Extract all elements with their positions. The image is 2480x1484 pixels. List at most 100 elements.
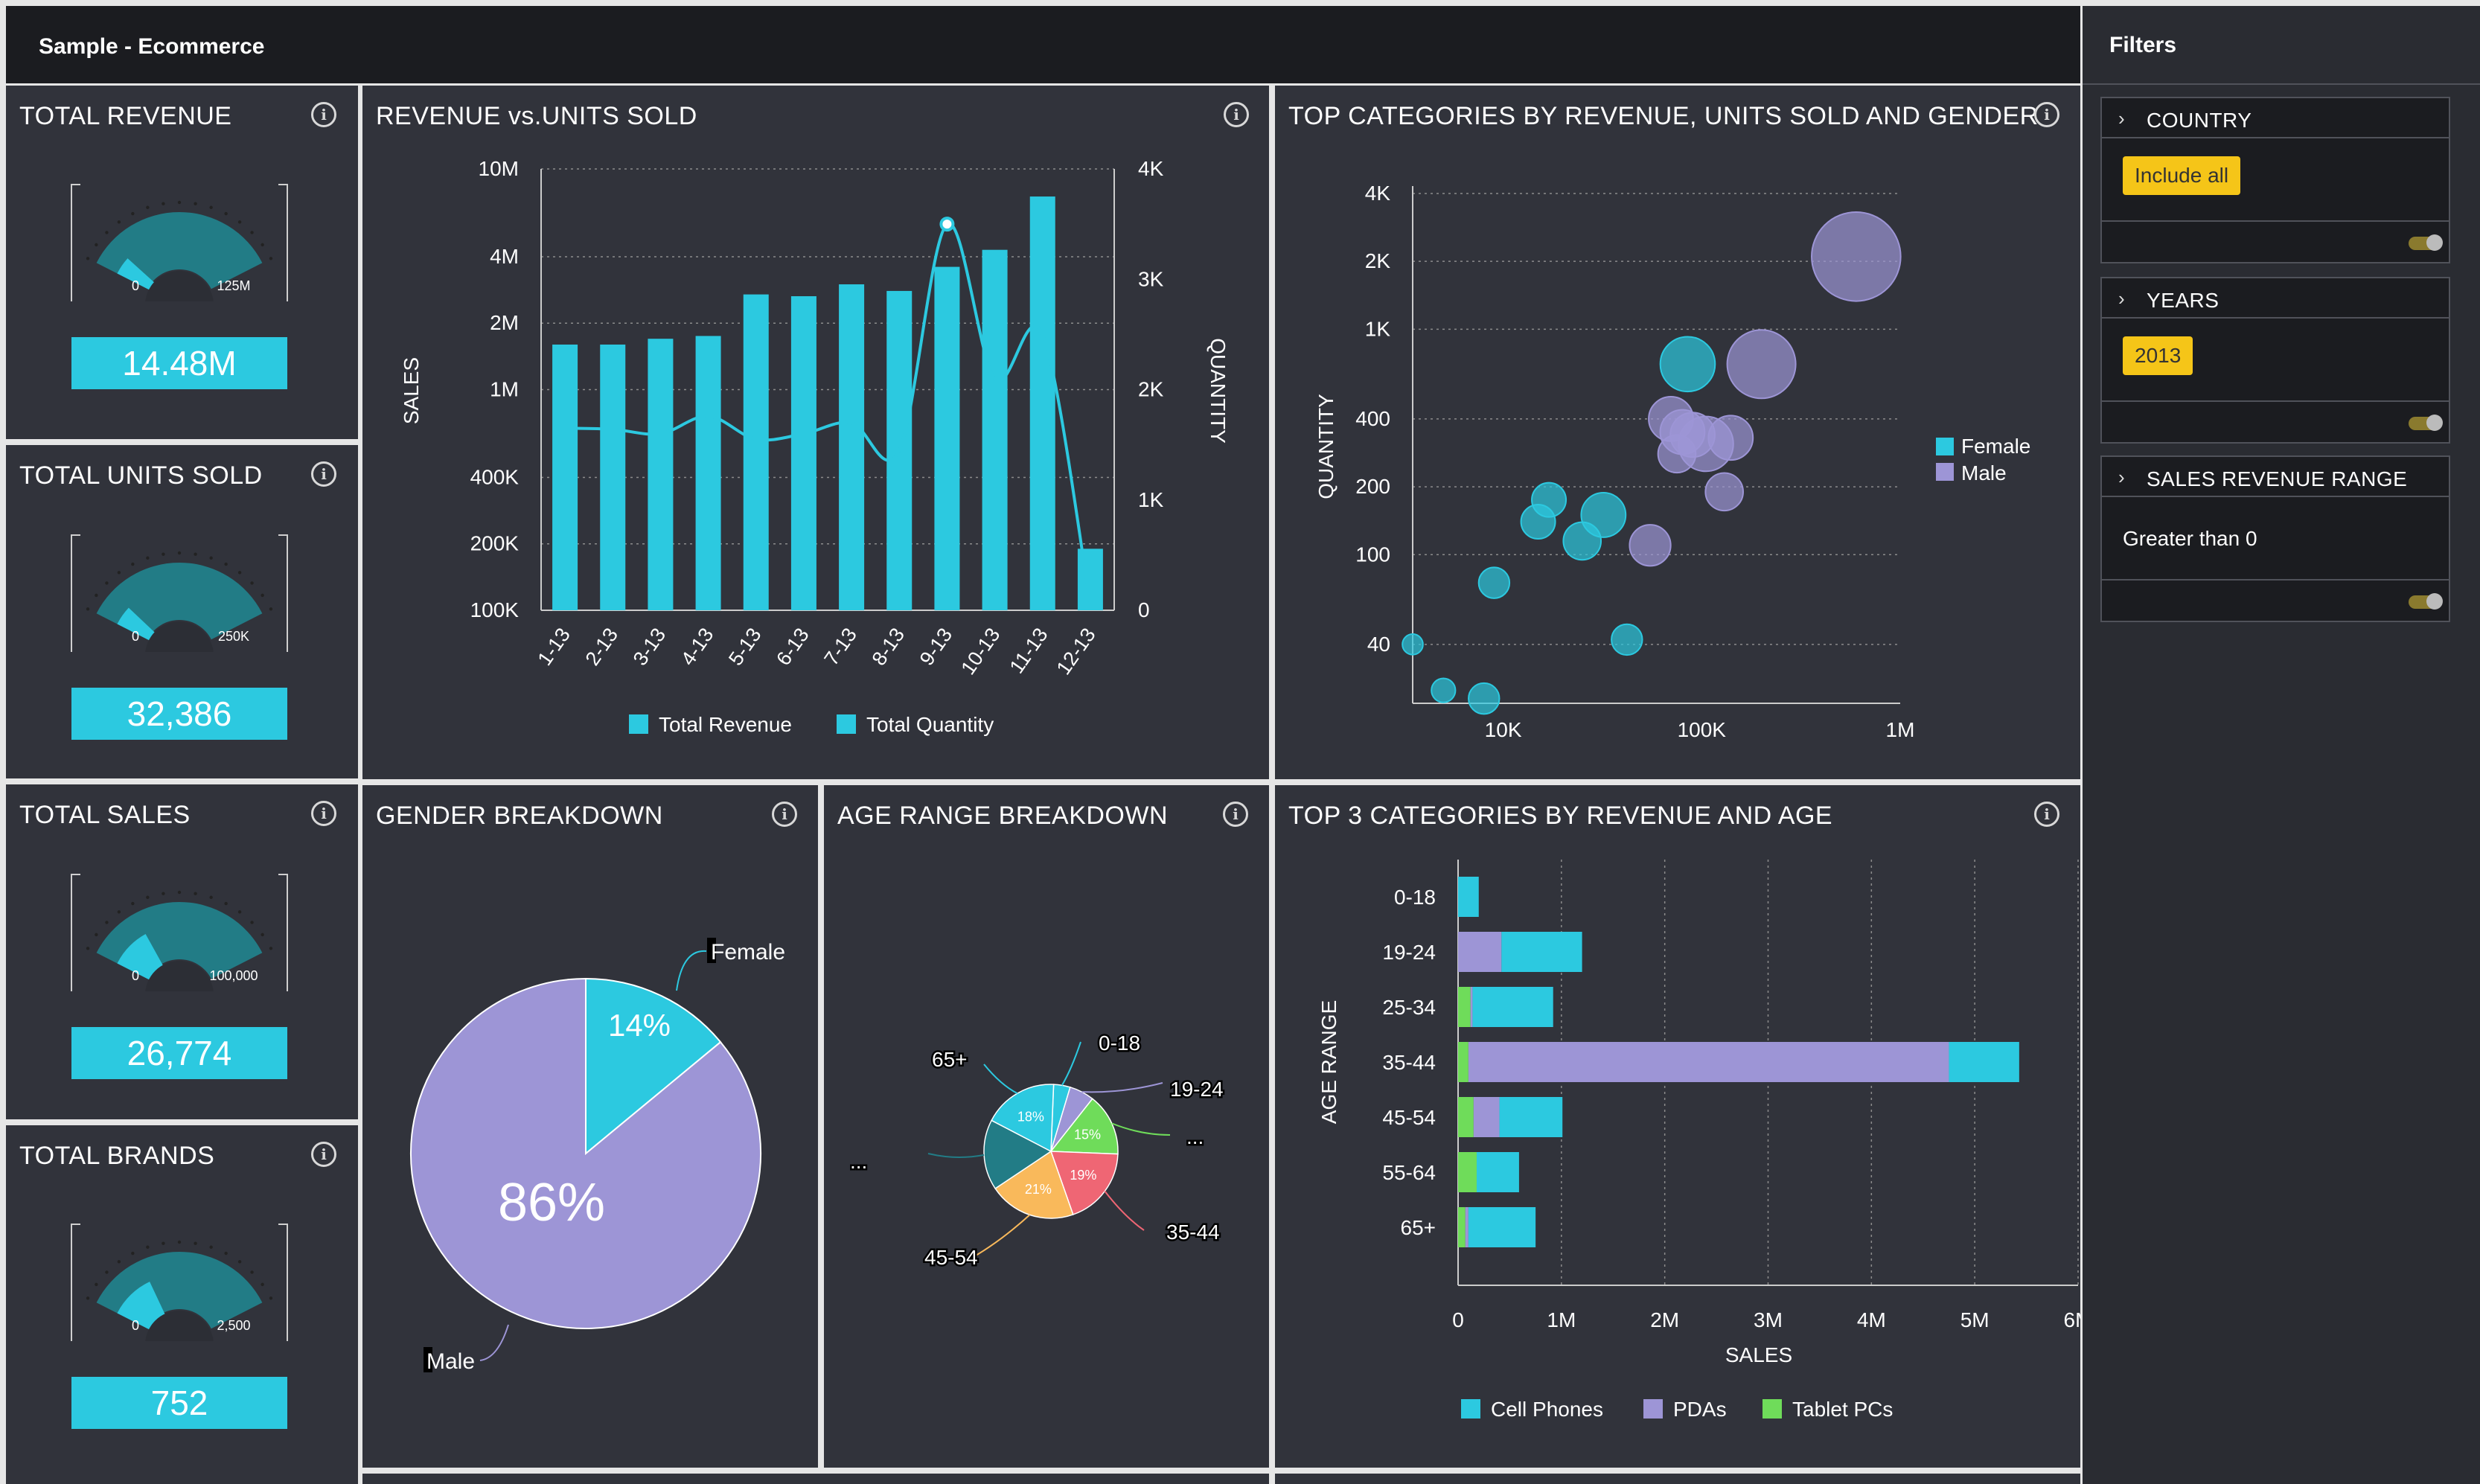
slice-name-label: 19-24	[1170, 1078, 1224, 1101]
age-pie-chart: 15% 19% 21% 18% 0-18 19-24... 35-44 45-54... 65+	[848, 1030, 1226, 1271]
gauge-hub	[145, 621, 214, 652]
gauge-max-label: 125M	[217, 278, 250, 293]
info-icon[interactable]: i	[311, 1142, 336, 1167]
bubble-female	[1580, 492, 1627, 538]
info-icon[interactable]: i	[772, 802, 797, 827]
bar-segment	[1468, 1042, 1949, 1082]
gauge-tick	[95, 243, 98, 247]
divider	[2083, 83, 2480, 85]
info-icon[interactable]: i	[1224, 102, 1249, 127]
y-tick-label: 200	[1355, 475, 1390, 498]
gauge-hub	[145, 1311, 214, 1341]
filter-toggle[interactable]	[2409, 593, 2443, 610]
kpi-total-sales: TOTAL SALES i 0 100,000 26,774	[6, 784, 358, 1119]
gauge-frame	[71, 1224, 288, 1237]
gauge-tick	[269, 257, 273, 260]
x-tick-label: 2M	[1650, 1308, 1679, 1331]
gauge-tick	[177, 200, 182, 205]
filters-sidebar: Filters › COUNTRY Include all › YEARS 20…	[2083, 6, 2480, 1484]
bar-segment	[1465, 1207, 1468, 1247]
gauge-max-label: 250K	[218, 629, 249, 644]
bottom-panel-left	[362, 1474, 1269, 1484]
gauge-tick	[209, 1245, 213, 1249]
info-icon[interactable]: i	[311, 102, 336, 127]
gauge-tick	[177, 890, 182, 895]
y-tick-label: 2K	[1365, 249, 1391, 272]
bubble-female	[1468, 682, 1501, 715]
chevron-right-icon: ›	[2118, 466, 2125, 488]
y-tick-label: 1K	[1365, 317, 1391, 340]
slice-label-male-percent: 86%	[498, 1173, 605, 1232]
gauge-tick	[117, 910, 121, 914]
gauge-tick	[250, 231, 254, 234]
filter-toggle[interactable]	[2409, 234, 2443, 251]
filter-label: YEARS	[2147, 289, 2219, 312]
age-range-panel: AGE RANGE BREAKDOWN i 15% 19% 21% 18% 0-18 19…	[824, 785, 1269, 1468]
info-icon[interactable]: i	[2034, 102, 2059, 127]
y-tick-label: 25-34	[1382, 996, 1436, 1019]
legend-swatch-quantity	[837, 714, 856, 734]
age-pie-slice	[991, 1084, 1055, 1153]
x-tick-label: 6-13	[772, 624, 814, 669]
info-icon[interactable]: i	[311, 461, 336, 487]
leader-line	[965, 1214, 1031, 1262]
y-tick-label: 35-44	[1382, 1051, 1436, 1074]
revenue-bar	[552, 344, 578, 610]
kpi-value: 14.48M	[71, 337, 287, 389]
stacked-bar-chart: 0 1M 2M 3M 4M 5M 6M 0-18 19-24 25-34 35-44 45-54 55-…	[1317, 860, 2080, 1421]
filter-chip[interactable]: 2013	[2123, 336, 2193, 375]
filter-body: Greater than 0	[2100, 497, 2450, 579]
filter-chip[interactable]: Include all	[2123, 156, 2241, 195]
filter-header[interactable]: › SALES REVENUE RANGE	[2100, 455, 2450, 497]
legend-swatch	[1643, 1399, 1663, 1419]
gauge-tick	[177, 551, 182, 555]
gauge-tick	[146, 1245, 150, 1249]
slice-percent-label: 15%	[1074, 1127, 1101, 1142]
legend-label-quantity: Total Quantity	[866, 713, 994, 736]
filter-header[interactable]: › YEARS	[2100, 277, 2450, 319]
x-tick-label: 5-13	[724, 624, 766, 669]
pie-slice-female	[585, 977, 722, 1156]
info-icon[interactable]: i	[2034, 802, 2059, 827]
filter-label: COUNTRY	[2147, 109, 2252, 132]
gauge-chart: 0 125M	[71, 184, 288, 301]
gauge-tick	[162, 1241, 165, 1245]
gauge-tick	[86, 1296, 90, 1300]
gauge-tick	[209, 895, 213, 899]
gauge-tick	[117, 571, 121, 575]
filter-header[interactable]: › COUNTRY	[2100, 97, 2450, 138]
filter-toggle[interactable]	[2409, 415, 2443, 431]
x-tick-label: 7-13	[819, 624, 861, 669]
kpi-total-units-sold: TOTAL UNITS SOLD i 0 250K 32,386	[6, 445, 358, 778]
gauge-tick	[250, 921, 254, 924]
gauge-frame-side	[71, 535, 288, 652]
gauge-tick	[237, 220, 242, 224]
gauge-tick	[95, 593, 98, 598]
gauge-tick	[269, 947, 273, 950]
gauge-tick	[95, 1282, 98, 1287]
x-tick-label: 1-13	[533, 624, 575, 669]
y-tick-label: 0-18	[1394, 886, 1436, 909]
legend-label: Tablet PCs	[1792, 1398, 1893, 1421]
gauge-tick	[86, 257, 90, 260]
x-tick-label: 12-13	[1052, 624, 1100, 679]
bubble-male	[1811, 211, 1902, 302]
x-tick-label: 5M	[1960, 1308, 1990, 1331]
gauge-tick	[224, 562, 228, 566]
gauge-tick	[117, 1260, 121, 1264]
kpi-total-revenue: TOTAL REVENUE i 0 125M 14.48M	[6, 86, 358, 439]
bottom-panel-right	[1275, 1474, 2080, 1484]
app-title: Sample - Ecommerce	[39, 34, 265, 59]
legend-label: Cell Phones	[1491, 1398, 1603, 1421]
pie-slice-male	[410, 977, 761, 1329]
bubble-female	[1531, 482, 1567, 518]
gauge-chart: 0 2,500	[71, 1224, 288, 1341]
kpi-title: TOTAL REVENUE	[19, 102, 232, 130]
bar-segment	[1472, 987, 1553, 1027]
info-icon[interactable]: i	[311, 801, 336, 826]
info-icon[interactable]: i	[1223, 802, 1248, 827]
gender-breakdown-panel: GENDER BREAKDOWN i 14% 86% Female Male	[362, 785, 818, 1468]
gauge-tick	[162, 552, 165, 556]
filter-value: Greater than 0	[2123, 527, 2257, 550]
gauge-tick	[194, 892, 197, 895]
